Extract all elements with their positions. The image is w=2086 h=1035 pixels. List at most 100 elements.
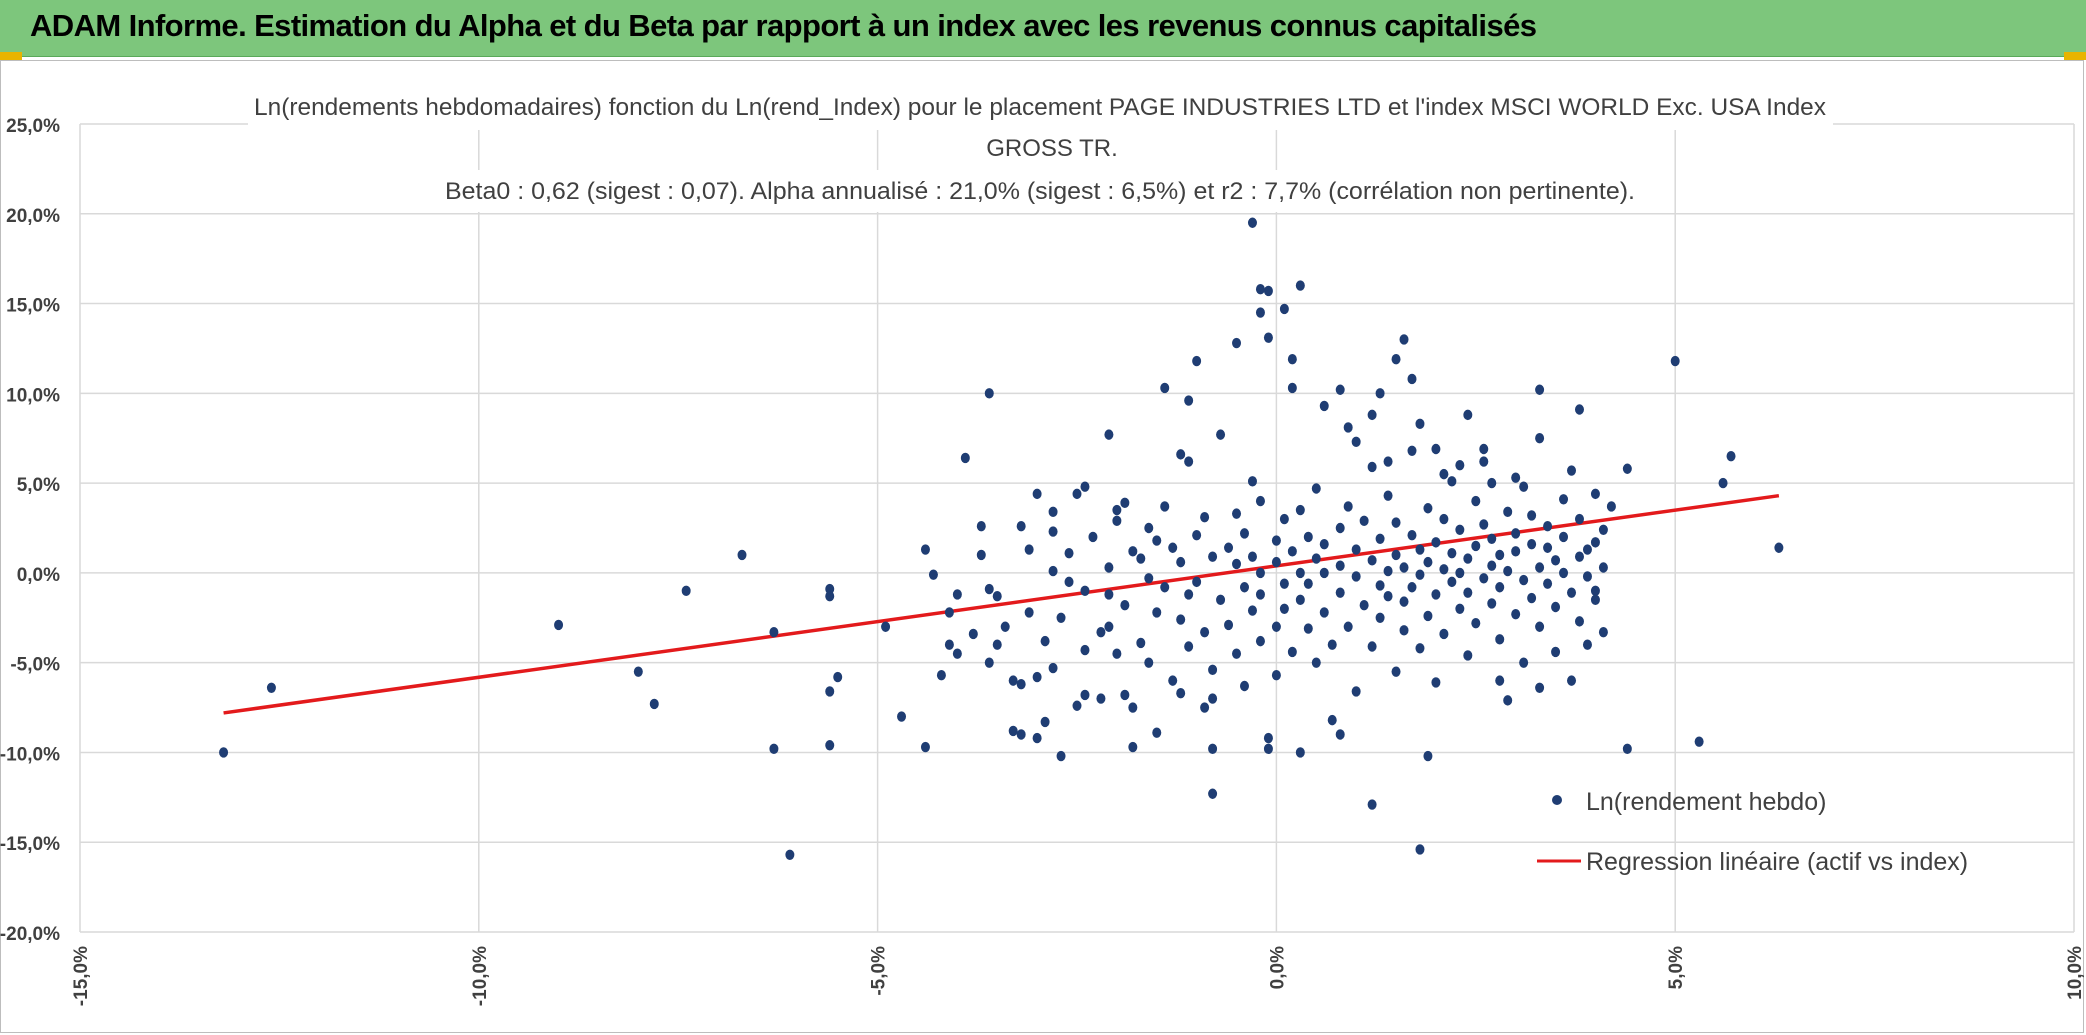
data-point xyxy=(1080,585,1090,597)
data-point xyxy=(992,639,1002,650)
data-point xyxy=(1335,560,1345,571)
x-tick-label: -5,0% xyxy=(869,946,890,996)
y-tick-label: 5,0% xyxy=(17,475,60,496)
data-point xyxy=(1208,551,1218,562)
data-point xyxy=(1247,605,1257,616)
data-point xyxy=(1208,788,1218,799)
data-point xyxy=(1120,689,1130,701)
data-point xyxy=(1152,727,1162,738)
data-point xyxy=(1559,531,1569,543)
data-point xyxy=(769,743,779,755)
data-point xyxy=(1080,689,1090,701)
data-point xyxy=(1774,542,1784,553)
data-point xyxy=(1423,556,1433,568)
data-point xyxy=(1056,750,1066,762)
data-point xyxy=(968,628,978,640)
title-bg-1 xyxy=(248,86,1833,130)
data-point xyxy=(633,666,643,677)
data-point xyxy=(1224,619,1234,631)
data-point xyxy=(833,671,843,683)
data-point xyxy=(649,698,659,710)
title-bg-2 xyxy=(990,128,1115,166)
data-point xyxy=(1598,626,1608,638)
data-point xyxy=(1208,743,1218,755)
data-point xyxy=(1224,542,1234,553)
data-point xyxy=(1335,522,1345,534)
y-tick-label: -10,0% xyxy=(0,744,60,765)
chart-title-line-1: Ln(rendements hebdomadaires) fonction du… xyxy=(254,94,1826,121)
data-point xyxy=(1391,517,1401,528)
data-point xyxy=(1535,433,1545,444)
data-point xyxy=(1567,675,1577,686)
data-point xyxy=(1423,750,1433,762)
data-point xyxy=(1718,477,1728,489)
data-point xyxy=(1527,510,1537,521)
data-point xyxy=(1559,567,1569,579)
data-point xyxy=(1096,693,1106,704)
data-point xyxy=(1399,562,1409,573)
data-point xyxy=(1391,666,1401,677)
data-point xyxy=(1479,443,1489,455)
data-point xyxy=(1104,562,1114,573)
data-point xyxy=(1176,687,1186,699)
data-point xyxy=(1311,553,1321,564)
data-point xyxy=(1319,400,1329,412)
legend: Ln(rendement hebdo) Regression linéaire … xyxy=(1537,788,1968,876)
data-point xyxy=(1375,580,1385,591)
data-point xyxy=(1295,747,1305,758)
data-point xyxy=(1311,483,1321,494)
x-tick-label: 10,0% xyxy=(2065,946,2086,1000)
data-point xyxy=(1008,675,1018,686)
data-point xyxy=(1255,589,1265,600)
data-point xyxy=(1407,529,1417,541)
data-point xyxy=(1263,285,1273,297)
data-point xyxy=(1184,589,1194,600)
data-point xyxy=(920,544,930,555)
data-point xyxy=(1112,648,1122,659)
data-point xyxy=(992,591,1002,602)
data-point xyxy=(1487,598,1497,609)
data-point xyxy=(1040,716,1050,728)
data-point xyxy=(1144,657,1154,668)
data-point xyxy=(1415,544,1425,555)
report-header: ADAM Informe. Estimation du Alpha et du … xyxy=(0,0,2086,57)
data-point xyxy=(1551,646,1561,658)
chart-title: Ln(rendements hebdomadaires) fonction du… xyxy=(248,86,1833,212)
data-point xyxy=(1128,741,1138,753)
data-point xyxy=(1263,332,1273,343)
data-point xyxy=(1024,607,1034,618)
data-point xyxy=(1104,589,1114,600)
data-point xyxy=(1160,382,1170,394)
data-point xyxy=(1367,799,1377,810)
data-point xyxy=(1598,524,1608,535)
data-point xyxy=(1232,648,1242,659)
data-point xyxy=(1311,657,1321,668)
data-point xyxy=(1232,508,1242,519)
data-point xyxy=(1247,217,1257,228)
data-point xyxy=(1375,612,1385,623)
data-point xyxy=(1567,465,1577,476)
data-point xyxy=(1303,578,1313,589)
data-point xyxy=(1582,639,1592,650)
data-point xyxy=(1495,582,1505,593)
data-point xyxy=(1208,693,1218,704)
chart-title-line-2: GROSS TR. xyxy=(986,135,1118,162)
data-point xyxy=(1447,547,1457,559)
data-point xyxy=(1048,565,1058,577)
data-point xyxy=(1431,589,1441,600)
data-point xyxy=(1399,596,1409,607)
data-point xyxy=(1016,729,1026,740)
data-point xyxy=(1295,567,1305,579)
data-point xyxy=(1327,714,1337,726)
data-point xyxy=(1590,488,1600,500)
data-point xyxy=(1160,582,1170,593)
x-tick-label: -15,0% xyxy=(71,946,92,1006)
data-point xyxy=(1048,526,1058,537)
data-point xyxy=(1279,603,1289,614)
data-point xyxy=(920,741,930,753)
data-point xyxy=(1080,644,1090,656)
data-point xyxy=(1399,334,1409,345)
data-point xyxy=(1455,603,1465,614)
data-point xyxy=(1535,621,1545,632)
data-point xyxy=(944,639,954,650)
